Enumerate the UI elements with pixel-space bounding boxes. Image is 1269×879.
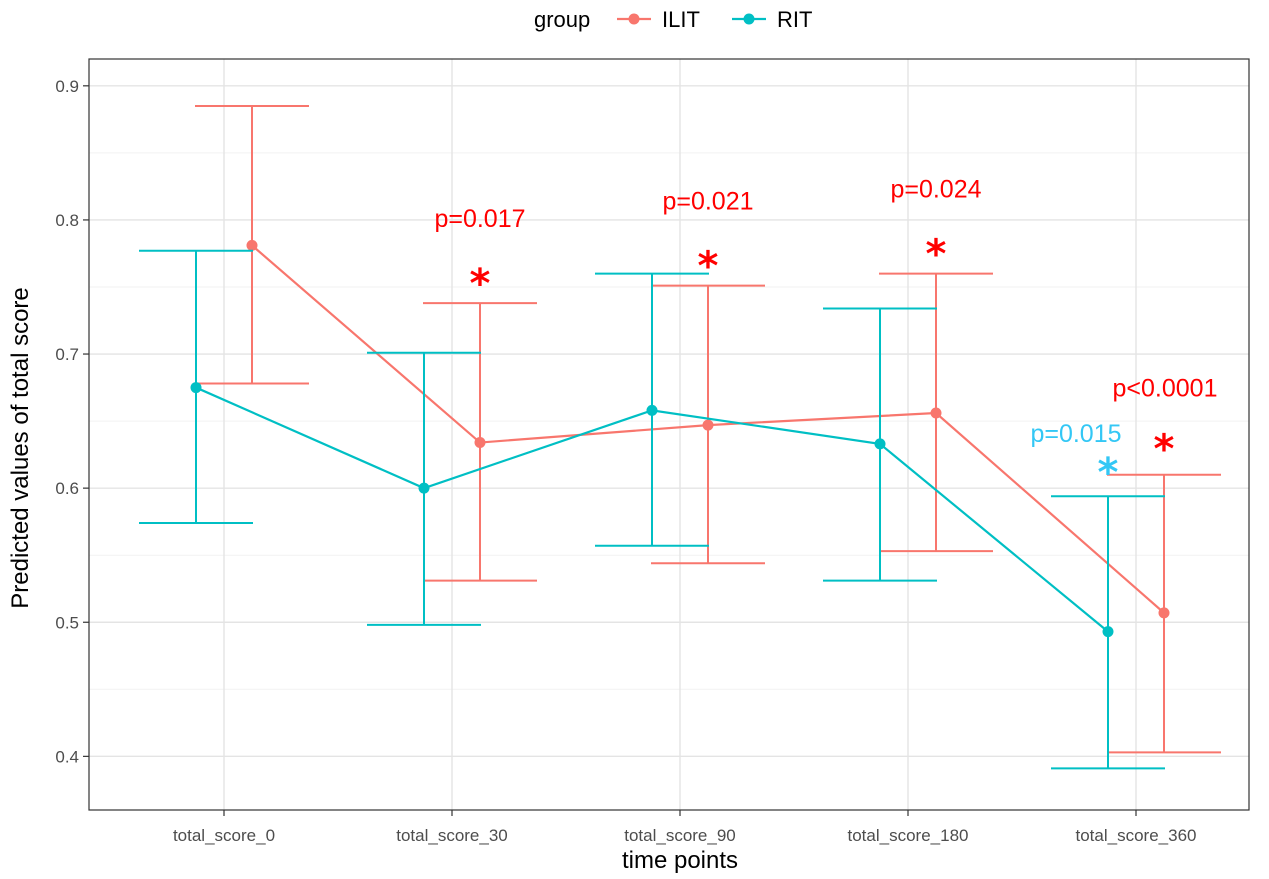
x-tick-label: total_score_180 bbox=[848, 826, 969, 845]
data-point bbox=[246, 239, 258, 251]
x-axis: total_score_0 total_score_30 total_score_9… bbox=[173, 810, 1197, 845]
legend-key-point bbox=[743, 13, 755, 25]
p-value-label: p<0.0001 bbox=[1113, 375, 1218, 403]
panel-background bbox=[89, 59, 1249, 810]
significance-star: * bbox=[698, 244, 719, 290]
data-point bbox=[646, 404, 658, 416]
p-value-label: p=0.015 bbox=[1030, 420, 1121, 448]
x-tick-label: total_score_360 bbox=[1076, 826, 1197, 845]
legend-label: ILIT bbox=[662, 7, 700, 32]
y-tick-label: 0.9 bbox=[55, 77, 79, 96]
data-point bbox=[702, 419, 714, 431]
y-tick-label: 0.5 bbox=[55, 613, 79, 632]
data-point bbox=[418, 482, 430, 494]
y-tick-label: 0.6 bbox=[55, 479, 79, 498]
significance-star: * bbox=[470, 261, 491, 307]
significance-star: * bbox=[1098, 450, 1119, 496]
grid-minor bbox=[89, 152, 1249, 690]
y-tick-label: 0.7 bbox=[55, 345, 79, 364]
y-axis-title: Predicted values of total score bbox=[7, 287, 34, 609]
legend: group ILIT RIT bbox=[534, 7, 812, 32]
x-axis-title: time points bbox=[622, 847, 738, 874]
legend-item-ilit: ILIT bbox=[617, 7, 700, 32]
series-rit bbox=[139, 249, 1165, 770]
y-tick-label: 0.8 bbox=[55, 211, 79, 230]
panel-border bbox=[88, 58, 1250, 811]
significance-star: * bbox=[1154, 427, 1175, 473]
x-tick-label: total_score_0 bbox=[173, 826, 275, 845]
significance-star: * bbox=[926, 232, 947, 278]
series-layer bbox=[139, 104, 1221, 770]
p-value-label: p=0.021 bbox=[662, 188, 753, 216]
legend-title: group bbox=[534, 7, 590, 32]
y-tick-label: 0.4 bbox=[55, 747, 79, 766]
p-value-label: p=0.024 bbox=[890, 176, 981, 204]
data-point bbox=[190, 382, 202, 394]
y-axis: 0.4 0.5 0.6 0.7 0.8 0.9 bbox=[55, 77, 89, 766]
data-point bbox=[874, 438, 886, 450]
data-point bbox=[1102, 626, 1114, 638]
data-point bbox=[930, 407, 942, 419]
grid-major bbox=[89, 59, 1249, 810]
p-value-label: p=0.017 bbox=[434, 205, 525, 233]
series-ilit bbox=[195, 104, 1221, 754]
x-tick-label: total_score_90 bbox=[624, 826, 736, 845]
legend-label: RIT bbox=[777, 7, 812, 32]
data-point bbox=[1158, 607, 1170, 619]
plot-panel: p=0.017*p=0.021*p=0.024*p<0.0001*p=0.015… bbox=[88, 58, 1250, 811]
legend-key-point bbox=[628, 13, 640, 25]
legend-item-rit: RIT bbox=[732, 7, 812, 32]
annotations: p=0.017*p=0.021*p=0.024*p<0.0001*p=0.015… bbox=[434, 176, 1217, 497]
data-point bbox=[474, 437, 486, 449]
x-tick-label: total_score_30 bbox=[396, 826, 508, 845]
